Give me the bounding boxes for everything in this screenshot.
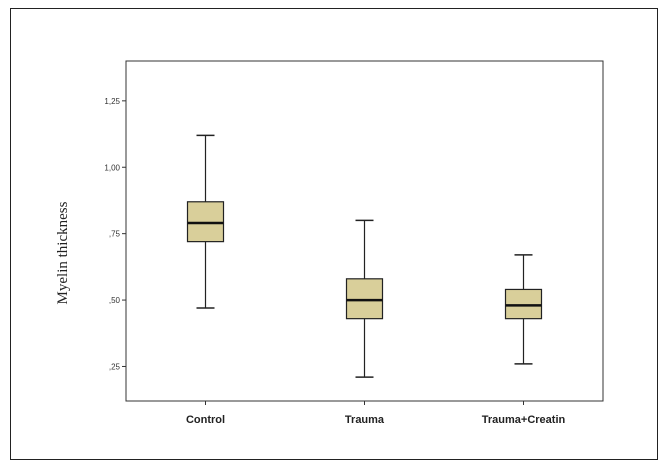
y-axis-title: Myelin thickness xyxy=(55,201,71,304)
iqr-box xyxy=(504,288,543,320)
box-trauma xyxy=(345,219,384,378)
y-tick-label: ,75 xyxy=(109,230,121,239)
boxes xyxy=(186,134,543,378)
y-tick-label: 1,25 xyxy=(104,97,120,106)
box-plot-chart: ,25 ,50 ,75 1,00 1,25 Control Trauma Trauma+Cr… xyxy=(55,60,604,426)
y-axis-ticks: ,25 ,50 ,75 1,00 1,25 xyxy=(104,97,126,371)
iqr-box xyxy=(345,278,384,320)
y-tick-label: ,50 xyxy=(109,296,121,305)
y-tick-label: ,25 xyxy=(109,362,121,371)
box-control xyxy=(186,134,225,309)
x-tick-label: Trauma+Creatin xyxy=(482,414,566,426)
iqr-box xyxy=(186,201,225,243)
chart-frame: ,25 ,50 ,75 1,00 1,25 Control Trauma Trauma+Cr… xyxy=(10,8,658,460)
box-trauma-creatin xyxy=(504,254,543,365)
y-tick-label: 1,00 xyxy=(104,163,120,172)
x-tick-label: Control xyxy=(186,414,225,426)
x-tick-label: Trauma xyxy=(345,414,385,426)
x-axis-labels: Control Trauma Trauma+Creatin xyxy=(186,401,566,426)
